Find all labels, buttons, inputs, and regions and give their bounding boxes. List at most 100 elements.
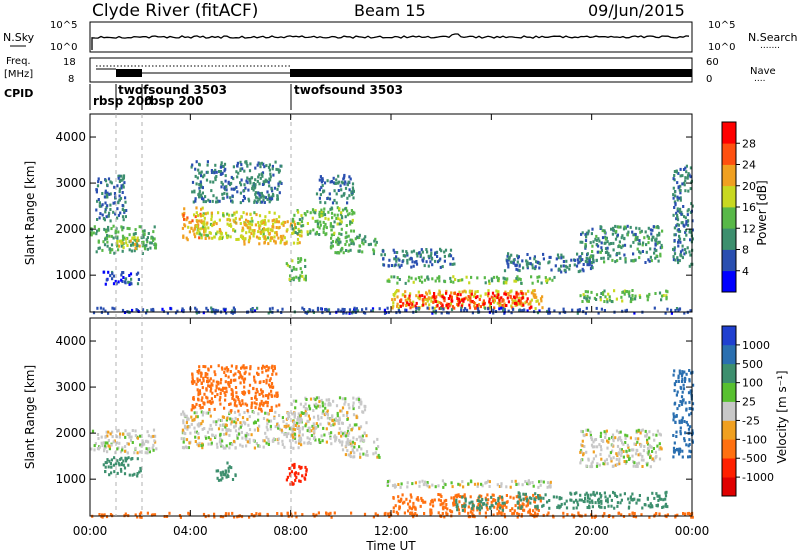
heatmap-cell	[431, 277, 434, 281]
heatmap-cell	[685, 164, 688, 168]
heatmap-cell	[427, 296, 430, 300]
heatmap-cell	[480, 482, 483, 486]
heatmap-cell	[306, 407, 309, 411]
heatmap-cell	[272, 194, 275, 198]
heatmap-cell	[452, 280, 455, 284]
heatmap-cell	[346, 449, 349, 453]
heatmap-cell	[119, 211, 122, 215]
heatmap-cell	[455, 498, 458, 502]
heatmap-cell	[223, 191, 226, 195]
heatmap-cell	[259, 200, 262, 204]
heatmap-cell	[209, 423, 212, 427]
heatmap-cell	[679, 191, 682, 195]
heatmap-cell	[688, 400, 691, 404]
heatmap-cell	[314, 438, 317, 442]
heatmap-cell	[584, 311, 587, 315]
heatmap-cell	[350, 209, 353, 212]
heatmap-cell	[96, 199, 99, 203]
heatmap-cell	[570, 492, 573, 496]
heatmap-cell	[616, 501, 619, 505]
heatmap-cell	[343, 192, 346, 196]
heatmap-cell	[186, 425, 189, 429]
heatmap-cell	[286, 475, 289, 479]
heatmap-cell	[546, 485, 549, 489]
heatmap-cell	[242, 390, 245, 394]
heatmap-cell	[339, 218, 342, 222]
heatmap-cell	[397, 308, 400, 312]
heatmap-cell	[195, 224, 198, 228]
heatmap-cell	[355, 437, 358, 441]
heatmap-cell	[406, 253, 409, 257]
heatmap-cell	[225, 386, 228, 390]
heatmap-cell	[343, 402, 346, 406]
heatmap-cell	[323, 225, 326, 229]
heatmap-cell	[118, 194, 121, 198]
heatmap-cell	[238, 432, 241, 436]
heatmap-cell	[673, 170, 676, 173]
heatmap-cell	[502, 308, 505, 312]
heatmap-cell	[262, 417, 266, 420]
heatmap-cell	[510, 479, 514, 483]
heatmap-cell	[620, 236, 623, 240]
heatmap-cell	[639, 295, 642, 299]
heatmap-cell	[237, 398, 240, 401]
heatmap-cell	[576, 503, 580, 507]
heatmap-cell	[182, 213, 185, 217]
heatmap-cell	[395, 311, 398, 315]
heatmap-cell	[237, 237, 240, 241]
heatmap-cell	[606, 250, 609, 254]
heatmap-cell	[243, 366, 246, 370]
heatmap-cell	[332, 176, 335, 180]
heatmap-cell	[264, 431, 267, 435]
heatmap-cell	[678, 210, 681, 214]
heatmap-cell	[298, 434, 301, 438]
heatmap-cell	[310, 429, 313, 433]
heatmap-cell	[531, 263, 534, 267]
heatmap-cell	[610, 504, 613, 508]
heatmap-cell	[576, 311, 579, 315]
heatmap-cell	[351, 440, 355, 444]
heatmap-cell	[338, 440, 342, 444]
heatmap-cell	[692, 383, 695, 387]
heatmap-cell	[336, 222, 339, 226]
heatmap-cell	[503, 302, 506, 306]
heatmap-cell	[111, 277, 114, 281]
heatmap-cell	[190, 415, 193, 419]
heatmap-cell	[238, 413, 241, 417]
heatmap-cell	[686, 423, 689, 427]
heatmap-cell	[415, 252, 418, 256]
heatmap-cell	[433, 306, 436, 310]
heatmap-cell	[254, 185, 257, 189]
heatmap-cell	[333, 198, 336, 202]
heatmap-cell	[129, 438, 133, 442]
heatmap-cell	[340, 232, 343, 236]
heatmap-cell	[354, 308, 357, 312]
heatmap-cell	[501, 303, 504, 307]
heatmap-cell	[612, 226, 615, 230]
heatmap-cell	[363, 432, 366, 435]
heatmap-cell	[125, 457, 128, 461]
heatmap-cell	[478, 508, 482, 512]
heatmap-cell	[632, 240, 635, 244]
heatmap-cell	[275, 167, 278, 171]
heatmap-cell	[293, 436, 297, 440]
heatmap-cell	[90, 447, 93, 451]
heatmap-cell	[283, 445, 286, 449]
heatmap-cell	[658, 457, 662, 461]
heatmap-cell	[202, 311, 205, 315]
heatmap-cell	[192, 397, 195, 401]
heatmap-cell	[592, 440, 595, 444]
heatmap-cell	[301, 412, 304, 415]
heatmap-cell	[599, 505, 602, 509]
heatmap-cell	[353, 423, 356, 427]
heatmap-cell	[395, 255, 398, 259]
heatmap-cell	[641, 428, 644, 432]
heatmap-cell	[240, 430, 243, 434]
heatmap-cell	[110, 471, 113, 475]
heatmap-cell	[100, 181, 103, 185]
heatmap-cell	[652, 225, 655, 229]
heatmap-cell	[197, 422, 201, 426]
heatmap-cell	[117, 213, 120, 217]
heatmap-cell	[479, 504, 482, 508]
